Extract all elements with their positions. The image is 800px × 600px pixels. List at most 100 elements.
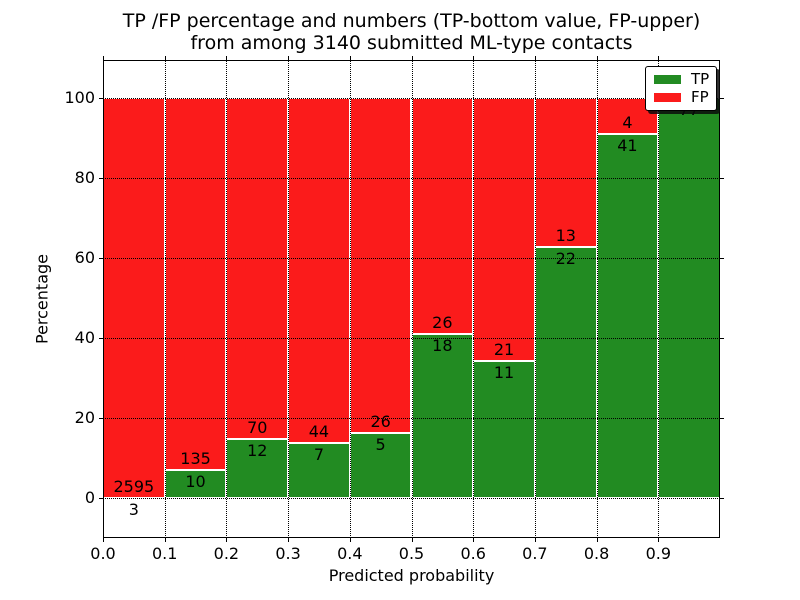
y-tick-label: 20	[74, 408, 95, 427]
bar-segment-fp	[411, 98, 474, 335]
bar-segment-fp	[349, 98, 412, 434]
fp-count-label: 4	[622, 112, 633, 132]
chart-title-line2: from among 3140 submitted ML-type contac…	[190, 32, 633, 54]
legend-swatch	[654, 93, 681, 103]
fp-count-label: 44	[308, 422, 330, 442]
tp-count-label: 12	[247, 441, 268, 461]
bar-segment-tp	[164, 470, 227, 498]
x-tick-mark	[534, 56, 536, 60]
chart-title-line1: TP /FP percentage and numbers (TP-bottom…	[122, 10, 701, 32]
x-tick-label: 0.6	[460, 544, 486, 563]
gridline-vertical	[411, 60, 413, 538]
tp-count-label: 22	[555, 248, 576, 268]
fp-count-label: 70	[247, 418, 268, 438]
gridline-vertical	[534, 60, 536, 538]
gridline-vertical	[164, 60, 166, 538]
x-tick-mark	[288, 56, 290, 60]
x-tick-label: 0.4	[337, 544, 363, 563]
legend: TP FP	[645, 66, 717, 111]
y-tick-mark	[99, 498, 103, 499]
y-tick-label: 60	[74, 248, 95, 267]
x-tick-mark	[103, 538, 104, 542]
fp-count-label: 26	[370, 412, 391, 432]
bar-segment-tp	[411, 334, 474, 498]
y-tick-label: 40	[74, 328, 95, 347]
x-tick-label: 0.5	[398, 544, 425, 563]
x-tick-mark	[411, 538, 413, 542]
bar-segment-fp	[288, 98, 350, 444]
bar-segment-fp	[226, 98, 289, 440]
y-tick-mark	[99, 178, 103, 179]
gridline-vertical	[473, 60, 475, 538]
y-tick-mark	[720, 98, 724, 99]
x-tick-mark	[226, 56, 228, 60]
bar-segment-tp	[596, 133, 659, 498]
bar-segment-fp	[534, 98, 597, 247]
y-tick-label: 100	[64, 88, 95, 107]
x-tick-mark	[596, 56, 598, 60]
tp-count-label: 3	[128, 499, 139, 519]
x-tick-label: 0.8	[583, 544, 610, 563]
bar-segment-tp	[534, 246, 597, 498]
x-tick-mark	[164, 538, 166, 542]
x-tick-mark	[103, 56, 104, 60]
x-tick-mark	[473, 56, 475, 60]
tp-count-label: 10	[185, 472, 206, 492]
x-tick-mark	[288, 538, 290, 542]
bar-segment-tp	[226, 439, 289, 498]
y-tick-mark	[720, 418, 724, 419]
y-tick-mark	[720, 498, 724, 499]
chart-title: TP /FP percentage and numbers (TP-bottom…	[103, 10, 720, 54]
x-axis-label: Predicted probability	[328, 566, 495, 585]
x-tick-mark	[349, 538, 351, 542]
x-tick-mark	[349, 56, 351, 60]
gridline-vertical	[288, 60, 290, 538]
legend-label: TP	[691, 69, 710, 88]
gridline-vertical	[658, 60, 660, 538]
bar-segment-fp	[103, 98, 165, 498]
y-tick-label: 80	[74, 168, 95, 187]
gridline-vertical	[596, 60, 598, 538]
x-tick-label: 0.3	[275, 544, 301, 563]
fp-count-label: 13	[555, 225, 576, 245]
x-tick-mark	[658, 538, 660, 542]
x-tick-label: 0.9	[645, 544, 672, 563]
x-tick-label: 0.0	[90, 544, 116, 563]
x-tick-mark	[164, 56, 166, 60]
x-tick-mark	[596, 538, 598, 542]
x-tick-label: 0.1	[151, 544, 178, 563]
bar-segment-tp	[288, 443, 350, 498]
bar-segment-tp	[658, 98, 720, 498]
bar-segment-fp	[473, 98, 535, 361]
legend-item: FP	[646, 89, 716, 107]
legend-label: FP	[691, 88, 709, 107]
y-tick-mark	[720, 338, 724, 339]
bar-segment-fp	[164, 98, 227, 471]
x-tick-mark	[226, 538, 228, 542]
x-tick-mark	[411, 56, 413, 60]
tp-count-label: 11	[493, 362, 515, 382]
y-tick-label: 0	[84, 488, 95, 507]
tp-count-label: 41	[617, 135, 638, 155]
x-tick-label: 0.2	[213, 544, 240, 563]
y-tick-mark	[720, 258, 724, 259]
fp-count-label: 2595	[113, 476, 155, 496]
plot-area: 325951013512707445261826112122134147700.…	[64, 56, 724, 563]
x-tick-mark	[473, 538, 475, 542]
y-tick-mark	[99, 418, 103, 419]
tp-count-label: 7	[313, 445, 325, 465]
x-tick-mark	[658, 56, 660, 60]
gridline-vertical	[349, 60, 351, 538]
tp-count-label: 5	[375, 435, 386, 455]
x-tick-label: 0.7	[522, 544, 548, 563]
gridline-vertical	[226, 60, 228, 538]
y-tick-mark	[99, 258, 103, 259]
legend-item: TP	[646, 70, 716, 88]
y-tick-mark	[99, 338, 103, 339]
fp-count-label: 135	[180, 449, 211, 469]
fp-count-label: 26	[432, 313, 453, 333]
tp-count-label: 18	[432, 336, 453, 356]
legend-swatch	[654, 74, 681, 84]
fp-count-label: 21	[493, 339, 515, 359]
